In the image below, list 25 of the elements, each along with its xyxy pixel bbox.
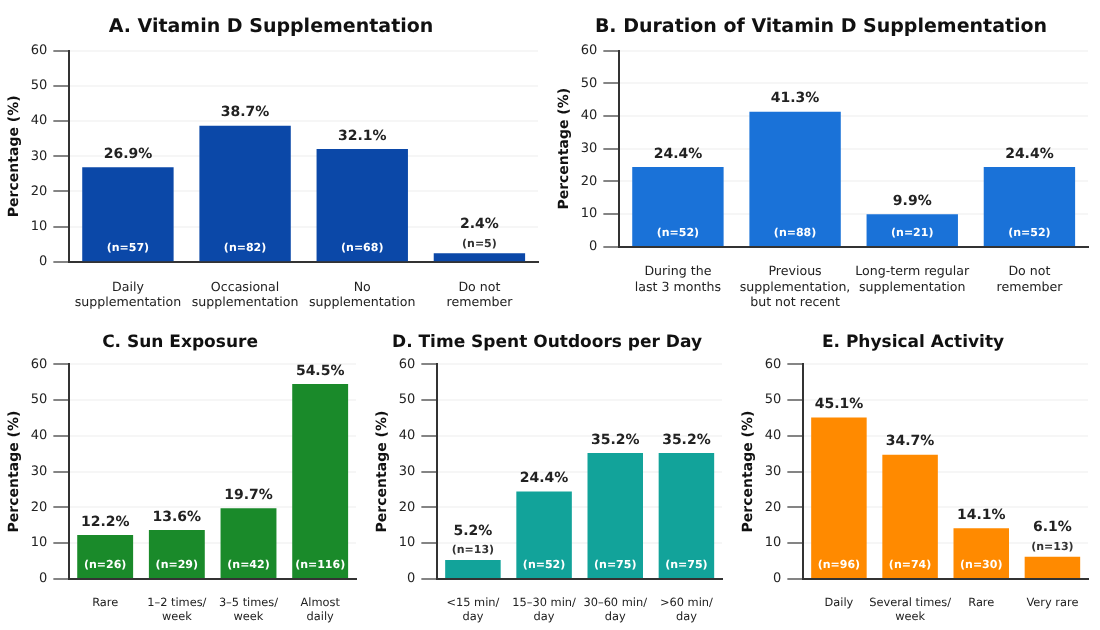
bar <box>82 167 174 262</box>
chart-title: C. Sun Exposure <box>102 332 259 353</box>
bar <box>199 125 291 262</box>
bar <box>749 111 841 247</box>
chart-title: D. Time Spent Outdoors per Day <box>392 332 703 353</box>
bar <box>811 417 867 579</box>
bar <box>658 452 715 579</box>
bar <box>77 535 134 579</box>
bar <box>292 384 349 579</box>
bar <box>953 528 1010 579</box>
bar <box>866 214 958 247</box>
chart-title: E. Physical Activity <box>821 332 1005 353</box>
bar <box>587 452 644 579</box>
bar <box>983 167 1076 247</box>
chart-title: B. Duration of Vitamin D Supplementation <box>594 16 1048 39</box>
bar <box>632 167 724 247</box>
chart-title: A. Vitamin D Supplementation <box>108 16 434 39</box>
bar <box>1024 556 1081 579</box>
bar <box>516 491 572 579</box>
bar <box>220 508 277 579</box>
bar <box>433 253 526 262</box>
bar <box>882 454 938 579</box>
bar <box>316 148 408 262</box>
bar <box>445 560 501 579</box>
bar <box>148 530 205 579</box>
